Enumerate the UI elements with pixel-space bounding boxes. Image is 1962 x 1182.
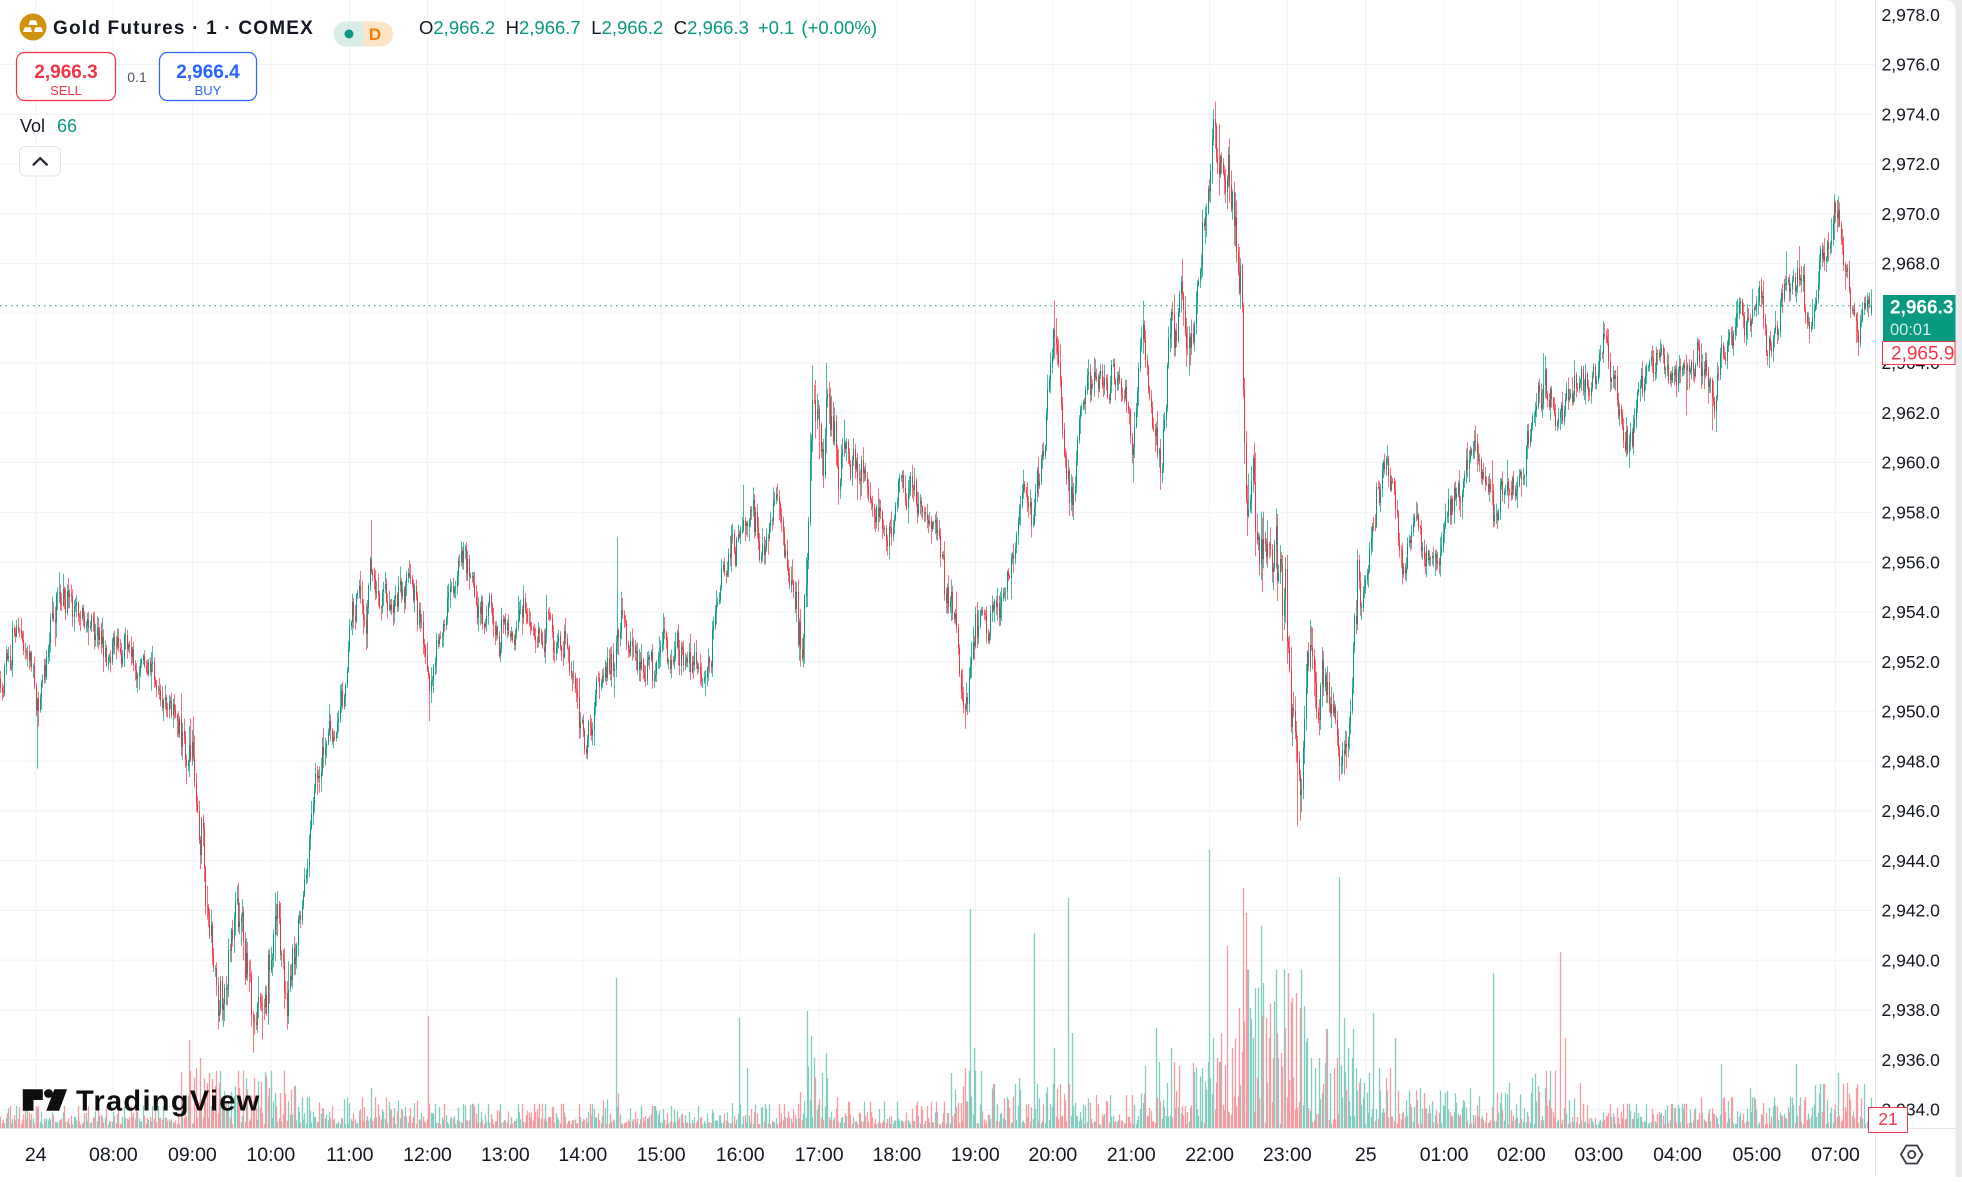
svg-text:2,966.4: 2,966.4 xyxy=(176,62,240,83)
svg-text:13:00: 13:00 xyxy=(481,1144,530,1166)
svg-text:66: 66 xyxy=(57,116,77,136)
svg-text:2,966.3: 2,966.3 xyxy=(1890,298,1953,319)
svg-text:2,938.0: 2,938.0 xyxy=(1882,1000,1941,1020)
svg-text:22:00: 22:00 xyxy=(1185,1144,1234,1166)
svg-text:23:00: 23:00 xyxy=(1263,1144,1312,1166)
svg-text:15:00: 15:00 xyxy=(637,1144,686,1166)
svg-text:24: 24 xyxy=(25,1144,47,1166)
svg-text:16:00: 16:00 xyxy=(716,1144,765,1166)
svg-text:2,944.0: 2,944.0 xyxy=(1882,851,1941,871)
svg-text:10:00: 10:00 xyxy=(246,1144,295,1166)
svg-text:2,966.3: 2,966.3 xyxy=(34,62,97,83)
svg-text:2,978.0: 2,978.0 xyxy=(1882,5,1941,25)
svg-text:2,948.0: 2,948.0 xyxy=(1882,751,1941,771)
svg-text:2,956.0: 2,956.0 xyxy=(1882,552,1941,572)
svg-text:2,970.0: 2,970.0 xyxy=(1882,204,1941,224)
svg-text:08:00: 08:00 xyxy=(89,1144,138,1166)
svg-text:11:00: 11:00 xyxy=(326,1144,374,1166)
svg-text:2,936.0: 2,936.0 xyxy=(1882,1050,1941,1070)
svg-text:BUY: BUY xyxy=(195,83,222,98)
svg-text:Gold Futures · 1 · COMEX: Gold Futures · 1 · COMEX xyxy=(53,18,314,39)
svg-text:12:00: 12:00 xyxy=(403,1144,452,1166)
svg-text:05:00: 05:00 xyxy=(1732,1144,1781,1166)
svg-text:2,976.0: 2,976.0 xyxy=(1882,55,1941,75)
svg-text:09:00: 09:00 xyxy=(168,1144,217,1166)
svg-text:2,958.0: 2,958.0 xyxy=(1882,503,1941,523)
svg-text:14:00: 14:00 xyxy=(558,1144,607,1166)
svg-text:2,974.0: 2,974.0 xyxy=(1882,104,1941,124)
svg-text:21:00: 21:00 xyxy=(1107,1144,1156,1166)
svg-text:17:00: 17:00 xyxy=(795,1144,844,1166)
svg-text:2,952.0: 2,952.0 xyxy=(1882,652,1941,672)
svg-text:2,960.0: 2,960.0 xyxy=(1882,453,1941,473)
svg-text:07:00: 07:00 xyxy=(1811,1144,1860,1166)
svg-text:01:00: 01:00 xyxy=(1420,1144,1469,1166)
svg-text:TradingView: TradingView xyxy=(76,1086,261,1118)
svg-text:19:00: 19:00 xyxy=(951,1144,1000,1166)
svg-text:O2,966.2H2,966.7L2,966.2C2,966: O2,966.2H2,966.7L2,966.2C2,966.3+0.1(+0.… xyxy=(419,17,877,38)
svg-text:2,962.0: 2,962.0 xyxy=(1882,403,1941,423)
svg-text:00:01: 00:01 xyxy=(1890,321,1931,339)
svg-text:2,968.0: 2,968.0 xyxy=(1882,254,1941,274)
svg-text:18:00: 18:00 xyxy=(872,1144,921,1166)
svg-text:Vol: Vol xyxy=(20,116,45,136)
svg-text:03:00: 03:00 xyxy=(1574,1144,1623,1166)
svg-text:0.1: 0.1 xyxy=(127,69,147,85)
svg-text:2,940.0: 2,940.0 xyxy=(1882,950,1941,970)
svg-text:2,972.0: 2,972.0 xyxy=(1882,154,1941,174)
svg-text:25: 25 xyxy=(1355,1144,1377,1166)
svg-text:20:00: 20:00 xyxy=(1028,1144,1077,1166)
svg-text:2,965.9: 2,965.9 xyxy=(1891,344,1954,365)
svg-text:SELL: SELL xyxy=(50,83,82,98)
svg-text:2,942.0: 2,942.0 xyxy=(1882,901,1941,921)
svg-text:02:00: 02:00 xyxy=(1497,1144,1546,1166)
svg-text:2,946.0: 2,946.0 xyxy=(1882,801,1941,821)
svg-text:21: 21 xyxy=(1878,1109,1897,1129)
svg-text:D: D xyxy=(369,25,381,44)
svg-text:2,954.0: 2,954.0 xyxy=(1882,602,1941,622)
svg-text:2,950.0: 2,950.0 xyxy=(1882,702,1941,722)
svg-text:04:00: 04:00 xyxy=(1653,1144,1702,1166)
